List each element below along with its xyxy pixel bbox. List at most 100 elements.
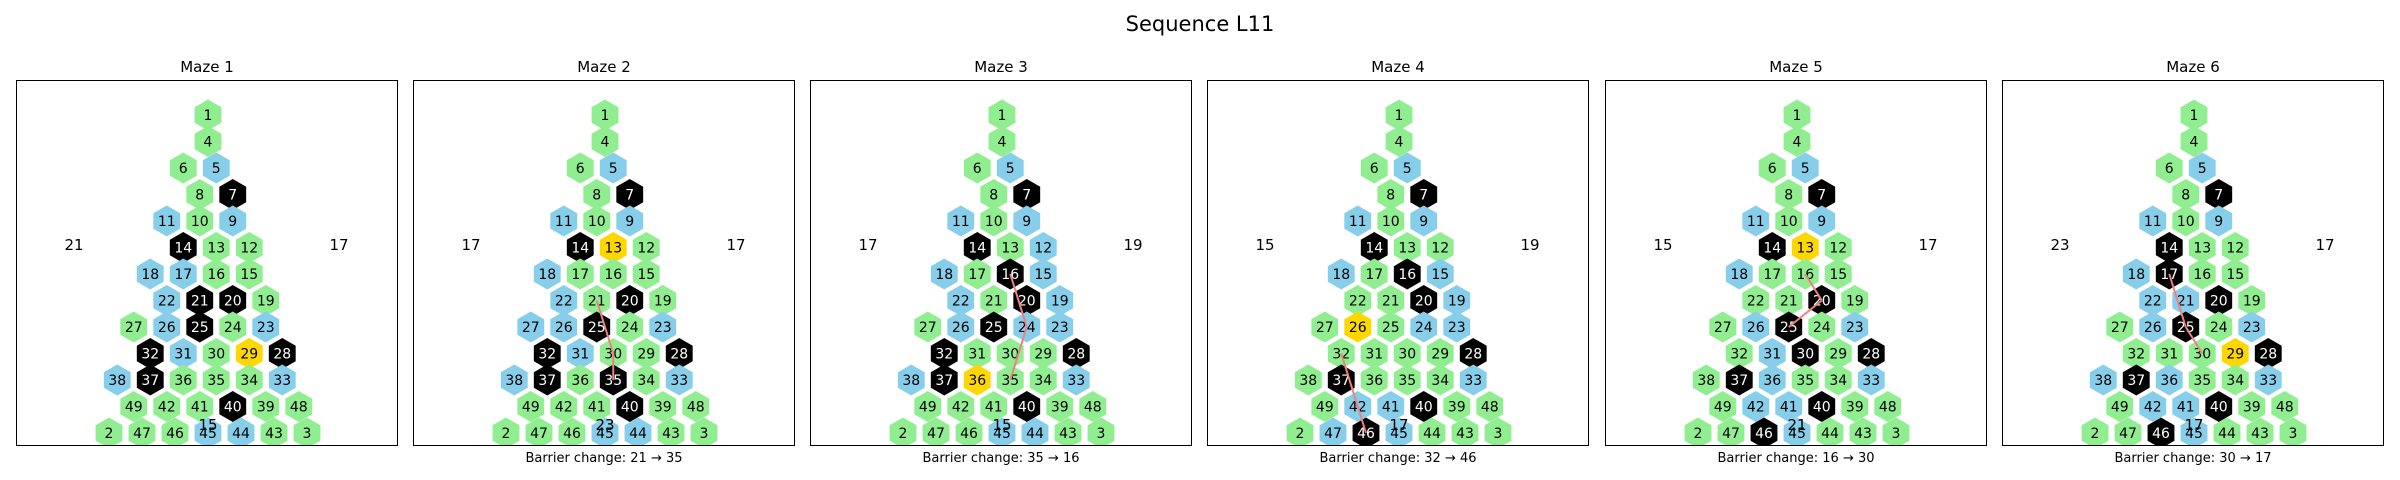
hex-cell: 11 bbox=[947, 205, 975, 237]
hex-cell: 45 bbox=[988, 417, 1016, 445]
hex-label: 26 bbox=[1747, 320, 1765, 336]
hex-cell: 49 bbox=[2106, 391, 2134, 422]
hex-shape bbox=[1783, 99, 1811, 131]
hex-shape bbox=[665, 338, 693, 369]
hex-cell: 13 bbox=[202, 232, 230, 263]
hex-label: 30 bbox=[2193, 347, 2211, 363]
hex-cell: 24 bbox=[616, 311, 644, 343]
hex-label: 13 bbox=[604, 241, 622, 257]
hex-cell: 10 bbox=[186, 205, 214, 237]
hex-label: 1 bbox=[1395, 108, 1404, 124]
left-number: 21 bbox=[64, 236, 83, 254]
hex-label: 49 bbox=[125, 400, 143, 416]
hex-cell: 37 bbox=[1327, 364, 1355, 396]
hex-shape bbox=[1393, 364, 1421, 396]
hex-shape bbox=[1882, 417, 1910, 445]
hex-cell: 48 bbox=[1874, 391, 1902, 422]
hex-label: 41 bbox=[985, 400, 1003, 416]
hex-cell: 22 bbox=[550, 285, 578, 316]
barrier-line bbox=[1009, 273, 1028, 328]
hex-cell: 41 bbox=[186, 391, 214, 422]
hex-label: 49 bbox=[2111, 400, 2129, 416]
hex-label: 5 bbox=[212, 161, 221, 177]
hex-label: 23 bbox=[654, 320, 672, 336]
hex-label: 9 bbox=[2214, 214, 2223, 230]
hex-shape bbox=[1311, 311, 1339, 343]
hex-cell: 45 bbox=[194, 417, 222, 445]
hex-cell: 29 bbox=[632, 338, 660, 369]
hex-label: 34 bbox=[2226, 373, 2244, 389]
hex-cell: 34 bbox=[235, 364, 263, 396]
hex-shape bbox=[988, 126, 1016, 157]
hex-label: 12 bbox=[1034, 241, 1052, 257]
hex-shape bbox=[1816, 417, 1844, 445]
hex-shape bbox=[2122, 338, 2150, 369]
hex-cell: 40 bbox=[1410, 391, 1438, 422]
hex-label: 17 bbox=[174, 267, 192, 283]
hex-cell: 8 bbox=[980, 179, 1008, 210]
hex-label: 22 bbox=[555, 294, 573, 310]
hex-shape bbox=[1013, 205, 1041, 237]
hex-cell: 45 bbox=[1385, 417, 1413, 445]
hex-label: 49 bbox=[919, 400, 937, 416]
hex-label: 9 bbox=[1817, 214, 1826, 230]
hex-cell: 1 bbox=[1783, 99, 1811, 131]
hex-shape bbox=[1725, 364, 1753, 396]
hex-shape bbox=[1046, 311, 1074, 343]
hex-label: 4 bbox=[2190, 135, 2199, 151]
hex-label: 21 bbox=[1382, 294, 1400, 310]
hex-shape bbox=[1459, 338, 1487, 369]
hex-shape bbox=[947, 205, 975, 237]
hex-cell: 20 bbox=[616, 285, 644, 316]
barrier-line bbox=[1804, 273, 1823, 302]
hex-cell: 17 bbox=[566, 258, 594, 290]
hex-shape bbox=[1476, 391, 1504, 422]
hex-cell: 11 bbox=[2139, 205, 2167, 237]
hex-shape bbox=[2122, 364, 2150, 396]
hex-shape bbox=[1791, 232, 1819, 263]
hex-cell: 15 bbox=[1029, 258, 1057, 290]
hex-label: 8 bbox=[1784, 188, 1793, 204]
hex-shape bbox=[219, 205, 247, 237]
right-number: 17 bbox=[2315, 236, 2334, 254]
hex-shape bbox=[1360, 364, 1388, 396]
hex-label: 47 bbox=[2119, 426, 2137, 442]
hex-cell: 36 bbox=[1758, 364, 1786, 396]
hex-shape bbox=[1054, 417, 1082, 445]
hex-label: 34 bbox=[1829, 373, 1847, 389]
hex-cell: 23 bbox=[2238, 311, 2266, 343]
maze-title: Maze 4 bbox=[1371, 58, 1425, 76]
hex-cell: 45 bbox=[591, 417, 619, 445]
hex-label: 15 bbox=[1034, 267, 1052, 283]
hex-label: 37 bbox=[1730, 373, 1748, 389]
hex-cell: 43 bbox=[260, 417, 288, 445]
hex-label: 3 bbox=[1892, 426, 1901, 442]
maze-grid: 1234567891011121314151617181920212223242… bbox=[461, 99, 746, 445]
hex-label: 14 bbox=[2160, 241, 2178, 257]
hex-shape bbox=[202, 152, 230, 184]
hex-cell: 26 bbox=[550, 311, 578, 343]
hex-cell: 43 bbox=[1054, 417, 1082, 445]
hex-shape bbox=[1684, 417, 1712, 445]
hex-cell: 12 bbox=[632, 232, 660, 263]
hex-cell: 6 bbox=[169, 152, 197, 184]
hex-shape bbox=[1087, 417, 1115, 445]
hex-label: 6 bbox=[576, 161, 585, 177]
hex-label: 40 bbox=[1018, 400, 1036, 416]
hex-shape bbox=[632, 338, 660, 369]
hex-shape bbox=[169, 258, 197, 290]
hex-shape bbox=[599, 232, 627, 263]
hex-label: 22 bbox=[1349, 294, 1367, 310]
hex-shape bbox=[2172, 205, 2200, 237]
hex-label: 27 bbox=[919, 320, 937, 336]
hex-shape bbox=[1062, 364, 1090, 396]
hex-label: 33 bbox=[1464, 373, 1482, 389]
hex-shape bbox=[649, 311, 677, 343]
hex-cell: 6 bbox=[2155, 152, 2183, 184]
hex-label: 35 bbox=[1001, 373, 1019, 389]
hex-shape bbox=[525, 417, 553, 445]
hex-shape bbox=[235, 232, 263, 263]
hex-label: 10 bbox=[191, 214, 209, 230]
hex-cell: 36 bbox=[1360, 364, 1388, 396]
hex-cell: 9 bbox=[1013, 205, 1041, 237]
